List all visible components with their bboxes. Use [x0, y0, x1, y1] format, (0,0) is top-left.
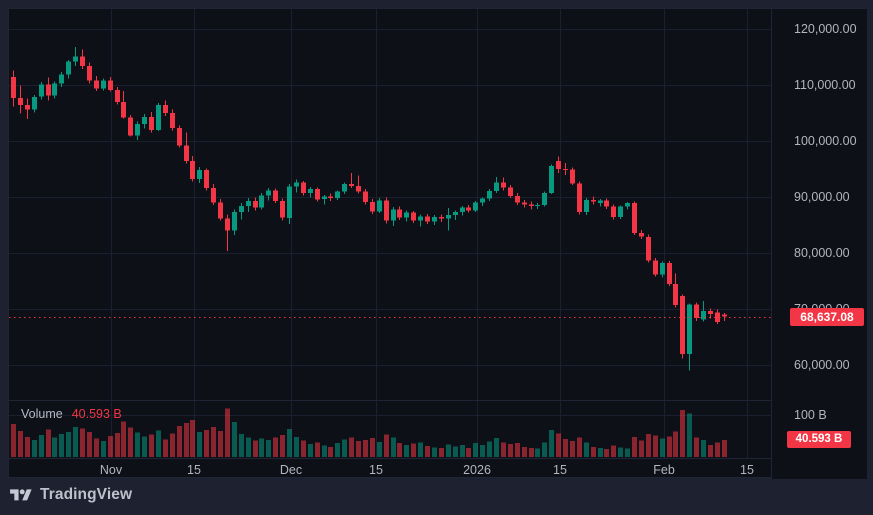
candlestick-chart-canvas[interactable]: [9, 9, 771, 479]
chart-plot-area[interactable]: Volume 40.593 B Nov 15 Dec 15 2026 15 Feb 15: [9, 9, 771, 479]
volume-legend[interactable]: Volume 40.593 B: [21, 406, 122, 422]
chart-widget: Volume 40.593 B Nov 15 Dec 15 2026 15 Feb 15 120…: [8, 8, 867, 479]
price-tick-label: 60,000.00: [794, 358, 850, 372]
price-axis[interactable]: 120,000.00 110,000.00 100,000.00 90,000.00 8…: [771, 9, 867, 479]
time-tick-label: 15: [553, 463, 567, 477]
time-tick-label: Dec: [279, 463, 303, 477]
volume-tick-label: 100 B: [794, 408, 827, 422]
time-tick-label: 15: [369, 463, 383, 477]
tradingview-logo-icon: [10, 487, 32, 504]
last-price-label: 68,637.08: [790, 308, 864, 326]
volume-legend-title: Volume: [21, 407, 63, 421]
time-tick-label: Feb: [653, 463, 675, 477]
tradingview-brand-text: TradingView: [40, 486, 133, 503]
time-tick-label: 15: [187, 463, 201, 477]
last-volume-label: 40.593 B: [787, 431, 851, 449]
volume-legend-value: 40.593 B: [71, 407, 122, 421]
time-tick-label: 15: [740, 463, 754, 477]
price-tick-label: 100,000.00: [794, 134, 857, 148]
price-tick-label: 110,000.00: [794, 78, 856, 92]
price-tick-label: 120,000.00: [794, 22, 857, 36]
pane-divider[interactable]: [9, 400, 867, 401]
price-tick-label: 90,000.00: [794, 190, 850, 204]
price-tick-label: 80,000.00: [794, 246, 850, 260]
time-tick-label: Nov: [99, 463, 123, 477]
time-axis-separator: [9, 458, 867, 459]
time-tick-label: 2026: [463, 463, 491, 477]
tradingview-attribution-link[interactable]: TradingView: [10, 481, 132, 509]
